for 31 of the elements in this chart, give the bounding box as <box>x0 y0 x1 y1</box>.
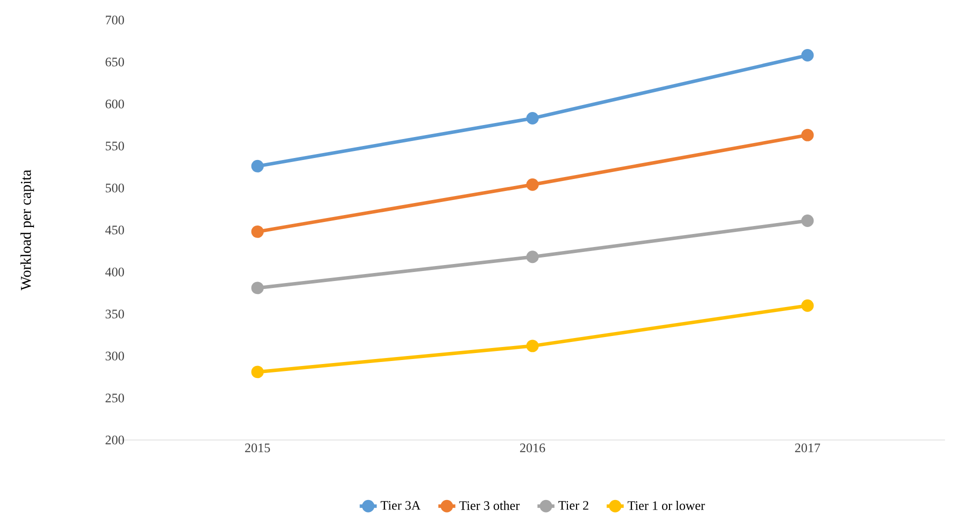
legend-label: Tier 3A <box>380 501 421 510</box>
y-tick-label: 350 <box>106 310 124 318</box>
point <box>251 160 264 172</box>
y-tick-label: 650 <box>106 58 124 66</box>
legend-label: Tier 1 or lower <box>628 500 705 510</box>
y-tick-label: 550 <box>106 142 124 150</box>
legend-label: Tier 2 <box>558 501 588 510</box>
point <box>526 340 539 352</box>
point <box>251 282 264 294</box>
y-tick-label: 400 <box>105 268 124 276</box>
y-tick-label: 200 <box>106 436 124 444</box>
point <box>526 250 539 264</box>
point <box>801 128 814 142</box>
point <box>526 178 539 191</box>
y-tick-label: 300 <box>106 352 124 360</box>
point <box>801 214 814 227</box>
x-tick-label: 2017 <box>795 444 820 452</box>
x-tick-label: 2015 <box>245 444 270 452</box>
y-axis-title: Workload per capita <box>20 170 34 290</box>
y-tick-label: 500 <box>106 184 124 192</box>
legend-label: Tier 3 other <box>459 500 520 510</box>
y-tick-label: 450 <box>105 226 124 234</box>
point <box>251 366 264 378</box>
point <box>801 299 814 312</box>
point <box>251 225 264 238</box>
point <box>801 49 814 62</box>
x-tick-label: 2016 <box>520 444 546 452</box>
y-tick-label: 600 <box>106 100 124 108</box>
point <box>526 112 539 125</box>
y-tick-label: 250 <box>106 394 124 402</box>
y-tick-label: 700 <box>106 16 124 24</box>
